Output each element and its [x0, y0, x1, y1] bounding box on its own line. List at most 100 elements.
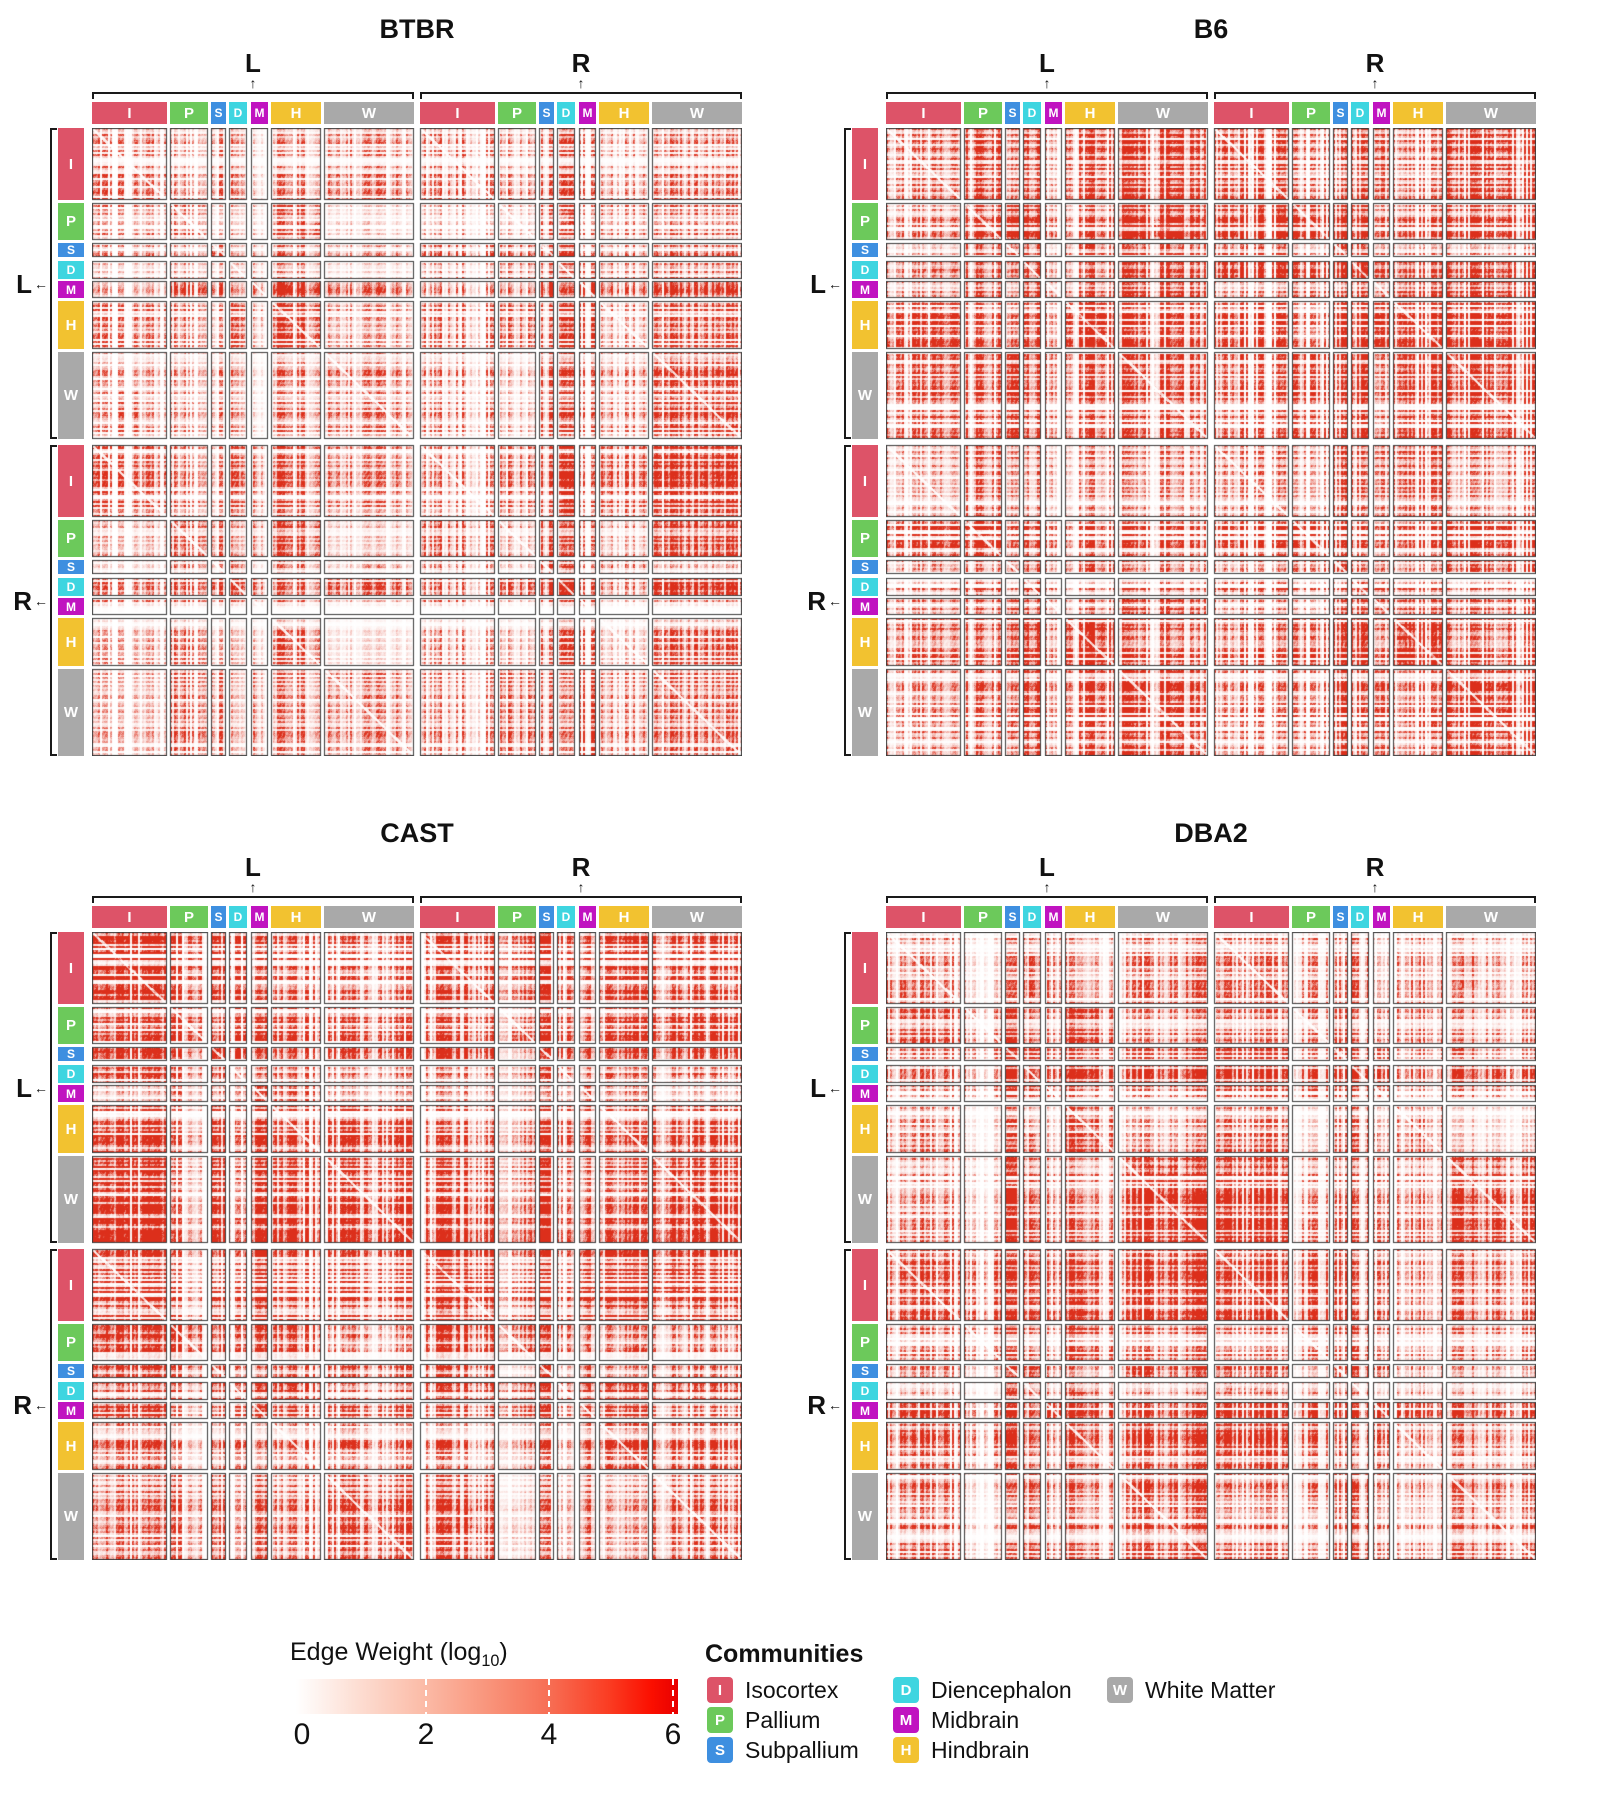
- hemisphere-label-top-R: R: [571, 852, 591, 882]
- legend-label: Pallium: [745, 1706, 821, 1733]
- community-strip-left-segment-W-L: W: [852, 1156, 878, 1243]
- community-strip-left-segment-S-R: S: [852, 560, 878, 574]
- arrow-up-icon: ↑: [249, 75, 257, 91]
- community-strip-top-segment-D-R: D: [1351, 906, 1369, 928]
- community-strip-left-segment-S-L: S: [852, 243, 878, 257]
- hemisphere-letter: L: [16, 1072, 32, 1103]
- arrow-left-icon: ←: [828, 1396, 842, 1413]
- community-strip-top-segment-S-R: S: [539, 906, 554, 928]
- colorbar-label-2: 2: [417, 1718, 435, 1751]
- community-strip-top-segment-S-R: S: [1333, 102, 1348, 124]
- hemisphere-label-top-L: L: [245, 48, 261, 78]
- community-strip-left-segment-H-L: H: [58, 1105, 84, 1153]
- community-strip-top-segment-M-R: M: [1373, 906, 1390, 928]
- hemisphere-label-left-R: R ←: [798, 588, 842, 614]
- community-strip-top-segment-M-R: M: [1373, 102, 1390, 124]
- community-strip-left-segment-I-R: I: [58, 1249, 84, 1321]
- arrow-left-icon: ←: [828, 1079, 842, 1096]
- community-strip-top-segment-W-L: W: [324, 102, 414, 124]
- community-strip-left-segment-P-L: P: [852, 1007, 878, 1044]
- arrow-left-icon: ←: [828, 592, 842, 609]
- panel-title-b6: B6: [1193, 14, 1229, 44]
- community-strip-left-segment-W-L: W: [58, 352, 84, 439]
- community-strip-left-segment-S-R: S: [852, 1364, 878, 1378]
- community-strip-left-segment-P-L: P: [58, 203, 84, 240]
- community-strip-left-segment-S-L: S: [58, 1047, 84, 1061]
- community-strip-top-segment-I-L: I: [92, 906, 167, 928]
- hemisphere-label-top-L: L: [1039, 852, 1055, 882]
- community-strip-top-segment-H-R: H: [1393, 102, 1443, 124]
- community-strip-top-segment-W-R: W: [652, 906, 742, 928]
- isocortex-swatch-icon: I: [707, 1677, 733, 1703]
- colorbar-tick-2: [425, 1679, 427, 1714]
- hemisphere-bracket-left-L: [50, 128, 57, 439]
- community-strip-left-segment-D-L: D: [58, 1065, 84, 1083]
- arrow-left-icon: ←: [828, 275, 842, 292]
- hemisphere-label-left-L: L ←: [798, 1075, 842, 1101]
- hemisphere-label-top-L: L: [245, 852, 261, 882]
- hemisphere-bracket-left-R: [50, 1249, 57, 1560]
- community-strip-left-segment-D-L: D: [852, 1065, 878, 1083]
- legend-title: Communities: [705, 1640, 864, 1668]
- community-strip-top-segment-I-L: I: [886, 102, 961, 124]
- arrow-up-icon: ↑: [1043, 75, 1051, 91]
- community-strip-left-segment-M-R: M: [852, 1402, 878, 1419]
- white-matter-swatch-icon: W: [1107, 1677, 1133, 1703]
- hemisphere-label-left-R: R ←: [4, 1392, 48, 1418]
- community-strip-left-segment-P-R: P: [852, 1324, 878, 1361]
- community-strip-left-segment-D-R: D: [852, 578, 878, 596]
- arrow-up-icon: ↑: [1371, 75, 1379, 91]
- hemisphere-bracket-left-R: [50, 445, 57, 756]
- community-strip-left-segment-P-R: P: [58, 520, 84, 557]
- hindbrain-swatch-icon: H: [893, 1737, 919, 1763]
- community-strip-top-segment-P-R: P: [498, 906, 536, 928]
- midbrain-swatch-icon: M: [893, 1707, 919, 1733]
- panel-title-btbr: BTBR: [379, 14, 455, 44]
- panel-title-cast: CAST: [380, 818, 454, 848]
- community-strip-left-segment-P-L: P: [58, 1007, 84, 1044]
- legend-item-pallium: P Pallium: [707, 1706, 820, 1734]
- arrow-up-icon: ↑: [1043, 879, 1051, 895]
- community-strip-top-segment-D-L: D: [1023, 102, 1041, 124]
- arrow-up-icon: ↑: [577, 879, 585, 895]
- community-strip-top-segment-I-L: I: [886, 906, 961, 928]
- hemisphere-bracket-left-R: [844, 1249, 851, 1560]
- community-strip-left-segment-I-R: I: [852, 1249, 878, 1321]
- arrow-left-icon: ←: [34, 1079, 48, 1096]
- community-strip-top-segment-P-L: P: [170, 906, 208, 928]
- community-strip-top-segment-S-L: S: [1005, 906, 1020, 928]
- community-strip-top-segment-M-R: M: [579, 906, 596, 928]
- hemisphere-letter: R: [807, 1389, 826, 1420]
- community-strip-top-segment-P-R: P: [1292, 102, 1330, 124]
- community-strip-left-segment-S-L: S: [58, 243, 84, 257]
- community-strip-top-segment-P-L: P: [964, 906, 1002, 928]
- colorbar-label-4: 4: [540, 1718, 558, 1751]
- legend-label: Midbrain: [931, 1706, 1020, 1733]
- community-strip-left-segment-P-R: P: [58, 1324, 84, 1361]
- arrow-up-icon: ↑: [1371, 879, 1379, 895]
- community-strip-left-segment-M-R: M: [58, 598, 84, 615]
- community-strip-left-segment-P-L: P: [852, 203, 878, 240]
- community-strip-left-segment-P-R: P: [852, 520, 878, 557]
- colorbar-label-6: 6: [664, 1718, 682, 1751]
- legend-label: Subpallium: [745, 1736, 859, 1763]
- community-strip-top-segment-W-L: W: [1118, 906, 1208, 928]
- community-strip-top-segment-I-R: I: [420, 102, 495, 124]
- connectivity-matrix-CAST: [92, 932, 742, 1560]
- arrow-left-icon: ←: [34, 1396, 48, 1413]
- community-strip-top-segment-M-L: M: [1045, 906, 1062, 928]
- community-strip-top-segment-W-L: W: [1118, 102, 1208, 124]
- hemisphere-label-top-R: R: [571, 48, 591, 78]
- subpallium-swatch-icon: S: [707, 1737, 733, 1763]
- community-strip-top-segment-H-L: H: [1065, 102, 1115, 124]
- community-strip-left-segment-M-L: M: [852, 281, 878, 298]
- hemisphere-letter: L: [810, 268, 826, 299]
- community-strip-top-segment-D-R: D: [557, 102, 575, 124]
- community-strip-top-segment-P-R: P: [1292, 906, 1330, 928]
- hemisphere-letter: L: [810, 1072, 826, 1103]
- hemisphere-bracket-top-L: [92, 896, 414, 903]
- connectivity-matrix-BTBR: [92, 128, 742, 756]
- arrow-up-icon: ↑: [577, 75, 585, 91]
- community-strip-top-segment-H-R: H: [599, 906, 649, 928]
- community-strip-top-segment-W-R: W: [652, 102, 742, 124]
